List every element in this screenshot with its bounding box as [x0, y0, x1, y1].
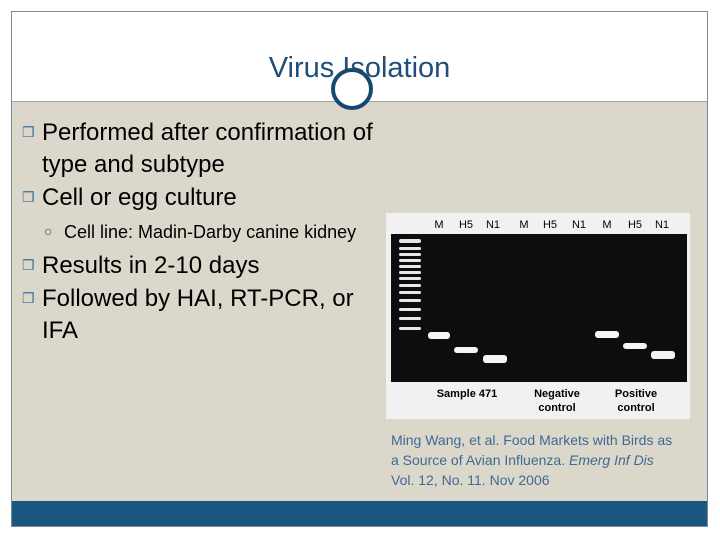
- lane-label: H5: [459, 219, 473, 231]
- bullet-item: ❒ Performed after confirmation of type an…: [22, 116, 382, 181]
- sub-bullet-marker-icon: ○: [44, 223, 53, 239]
- gel-electrophoresis-image: M H5 N1 M H5 N1 M H5 N1: [386, 213, 690, 419]
- lane-label: H5: [543, 219, 557, 231]
- group-label-positive: Positive: [615, 388, 657, 400]
- bullet-text: Cell or egg culture: [42, 184, 237, 211]
- bullet-item: ❒ Followed by HAI, RT-PCR, or IFA: [22, 282, 382, 347]
- bullet-list: ❒ Performed after confirmation of type an…: [22, 116, 382, 347]
- citation-title: a Source of Avian Influenza.: [391, 452, 569, 468]
- bullet-marker-icon: ❒: [22, 257, 35, 273]
- bullet-marker-icon: ❒: [22, 290, 35, 306]
- group-label-positive-control: control: [617, 402, 654, 414]
- citation-line: a Source of Avian Influenza. Emerg Inf D…: [391, 450, 711, 470]
- sub-bullet-text: Cell line: Madin-Darby canine kidney: [64, 222, 357, 242]
- bullet-item: ❒ Results in 2-10 days: [22, 249, 382, 282]
- citation-line: Ming Wang, et al. Food Markets with Bird…: [391, 432, 673, 448]
- lane-label: M: [519, 219, 528, 231]
- bullet-text: Performed after confirmation of type and…: [42, 119, 373, 178]
- lane-label: N1: [486, 219, 500, 231]
- gel-body: [391, 234, 687, 382]
- citation-line: Vol. 12, No. 11. Nov 2006: [391, 472, 550, 488]
- footer-bar: [12, 501, 707, 526]
- group-label-negative-control: control: [538, 402, 575, 414]
- lane-label: N1: [572, 219, 586, 231]
- sample-bands: [428, 331, 675, 363]
- citation-caption: Ming Wang, et al. Food Markets with Bird…: [391, 430, 711, 490]
- lane-label: M: [602, 219, 611, 231]
- bullet-marker-icon: ❒: [22, 189, 35, 205]
- group-label-negative: Negative: [534, 388, 580, 400]
- lane-label: M: [434, 219, 443, 231]
- bullet-item: ❒ Cell or egg culture: [22, 181, 382, 214]
- bullet-text: Followed by HAI, RT-PCR, or IFA: [42, 285, 354, 344]
- group-label-sample: Sample 471: [437, 388, 498, 400]
- bullet-text: Results in 2-10 days: [42, 252, 260, 279]
- gel-svg: M H5 N1 M H5 N1 M H5 N1: [391, 219, 687, 414]
- circle-ornament-icon: [331, 68, 373, 110]
- ladder-bands: [399, 239, 421, 330]
- lane-label: H5: [628, 219, 642, 231]
- citation-journal: Emerg Inf Dis: [568, 452, 654, 468]
- bullet-marker-icon: ❒: [22, 124, 35, 140]
- lane-label: N1: [655, 219, 669, 231]
- sub-bullet-item: ○ Cell line: Madin-Darby canine kidney: [22, 218, 382, 245]
